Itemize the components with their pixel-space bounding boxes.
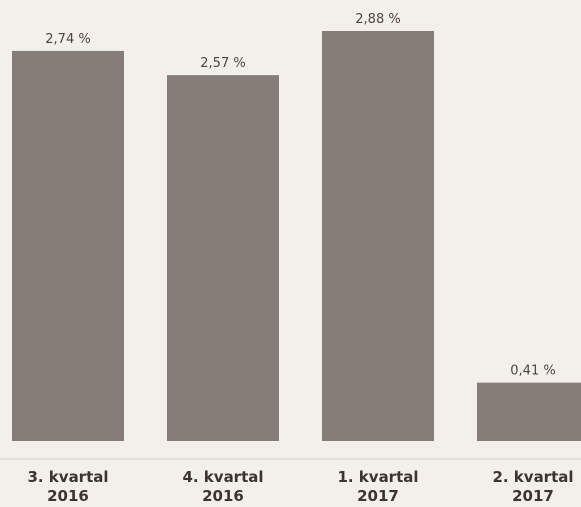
category-label-line: 2017	[512, 487, 554, 505]
category-label-1: 3. kvartal 2016	[27, 468, 108, 505]
category-label-line: 2016	[202, 487, 244, 505]
category-label-line: 2017	[357, 487, 399, 505]
category-label-3: 1. kvartal 2017	[337, 468, 418, 505]
category-label-line: 2. kvartal	[492, 468, 573, 486]
bar-1	[12, 50, 124, 442]
value-label-1: 2,74 %	[45, 32, 90, 47]
category-label-4: 2. kvartal 2017	[492, 468, 573, 505]
value-label-4: 0,41 %	[510, 364, 555, 379]
category-label-line: 1. kvartal	[337, 468, 418, 486]
bars-group	[12, 31, 581, 442]
category-label-line: 3. kvartal	[27, 468, 108, 486]
bar-4	[477, 382, 581, 441]
value-label-3: 2,88 %	[355, 12, 400, 27]
bar-3	[322, 31, 434, 441]
bar-2	[167, 75, 279, 441]
value-labels-group: 2,74 % 2,57 % 2,88 % 0,41 %	[45, 12, 555, 379]
category-label-line: 2016	[47, 487, 89, 505]
category-label-2: 4. kvartal 2016	[182, 468, 263, 505]
category-label-line: 4. kvartal	[182, 468, 263, 486]
value-label-2: 2,57 %	[200, 56, 245, 71]
